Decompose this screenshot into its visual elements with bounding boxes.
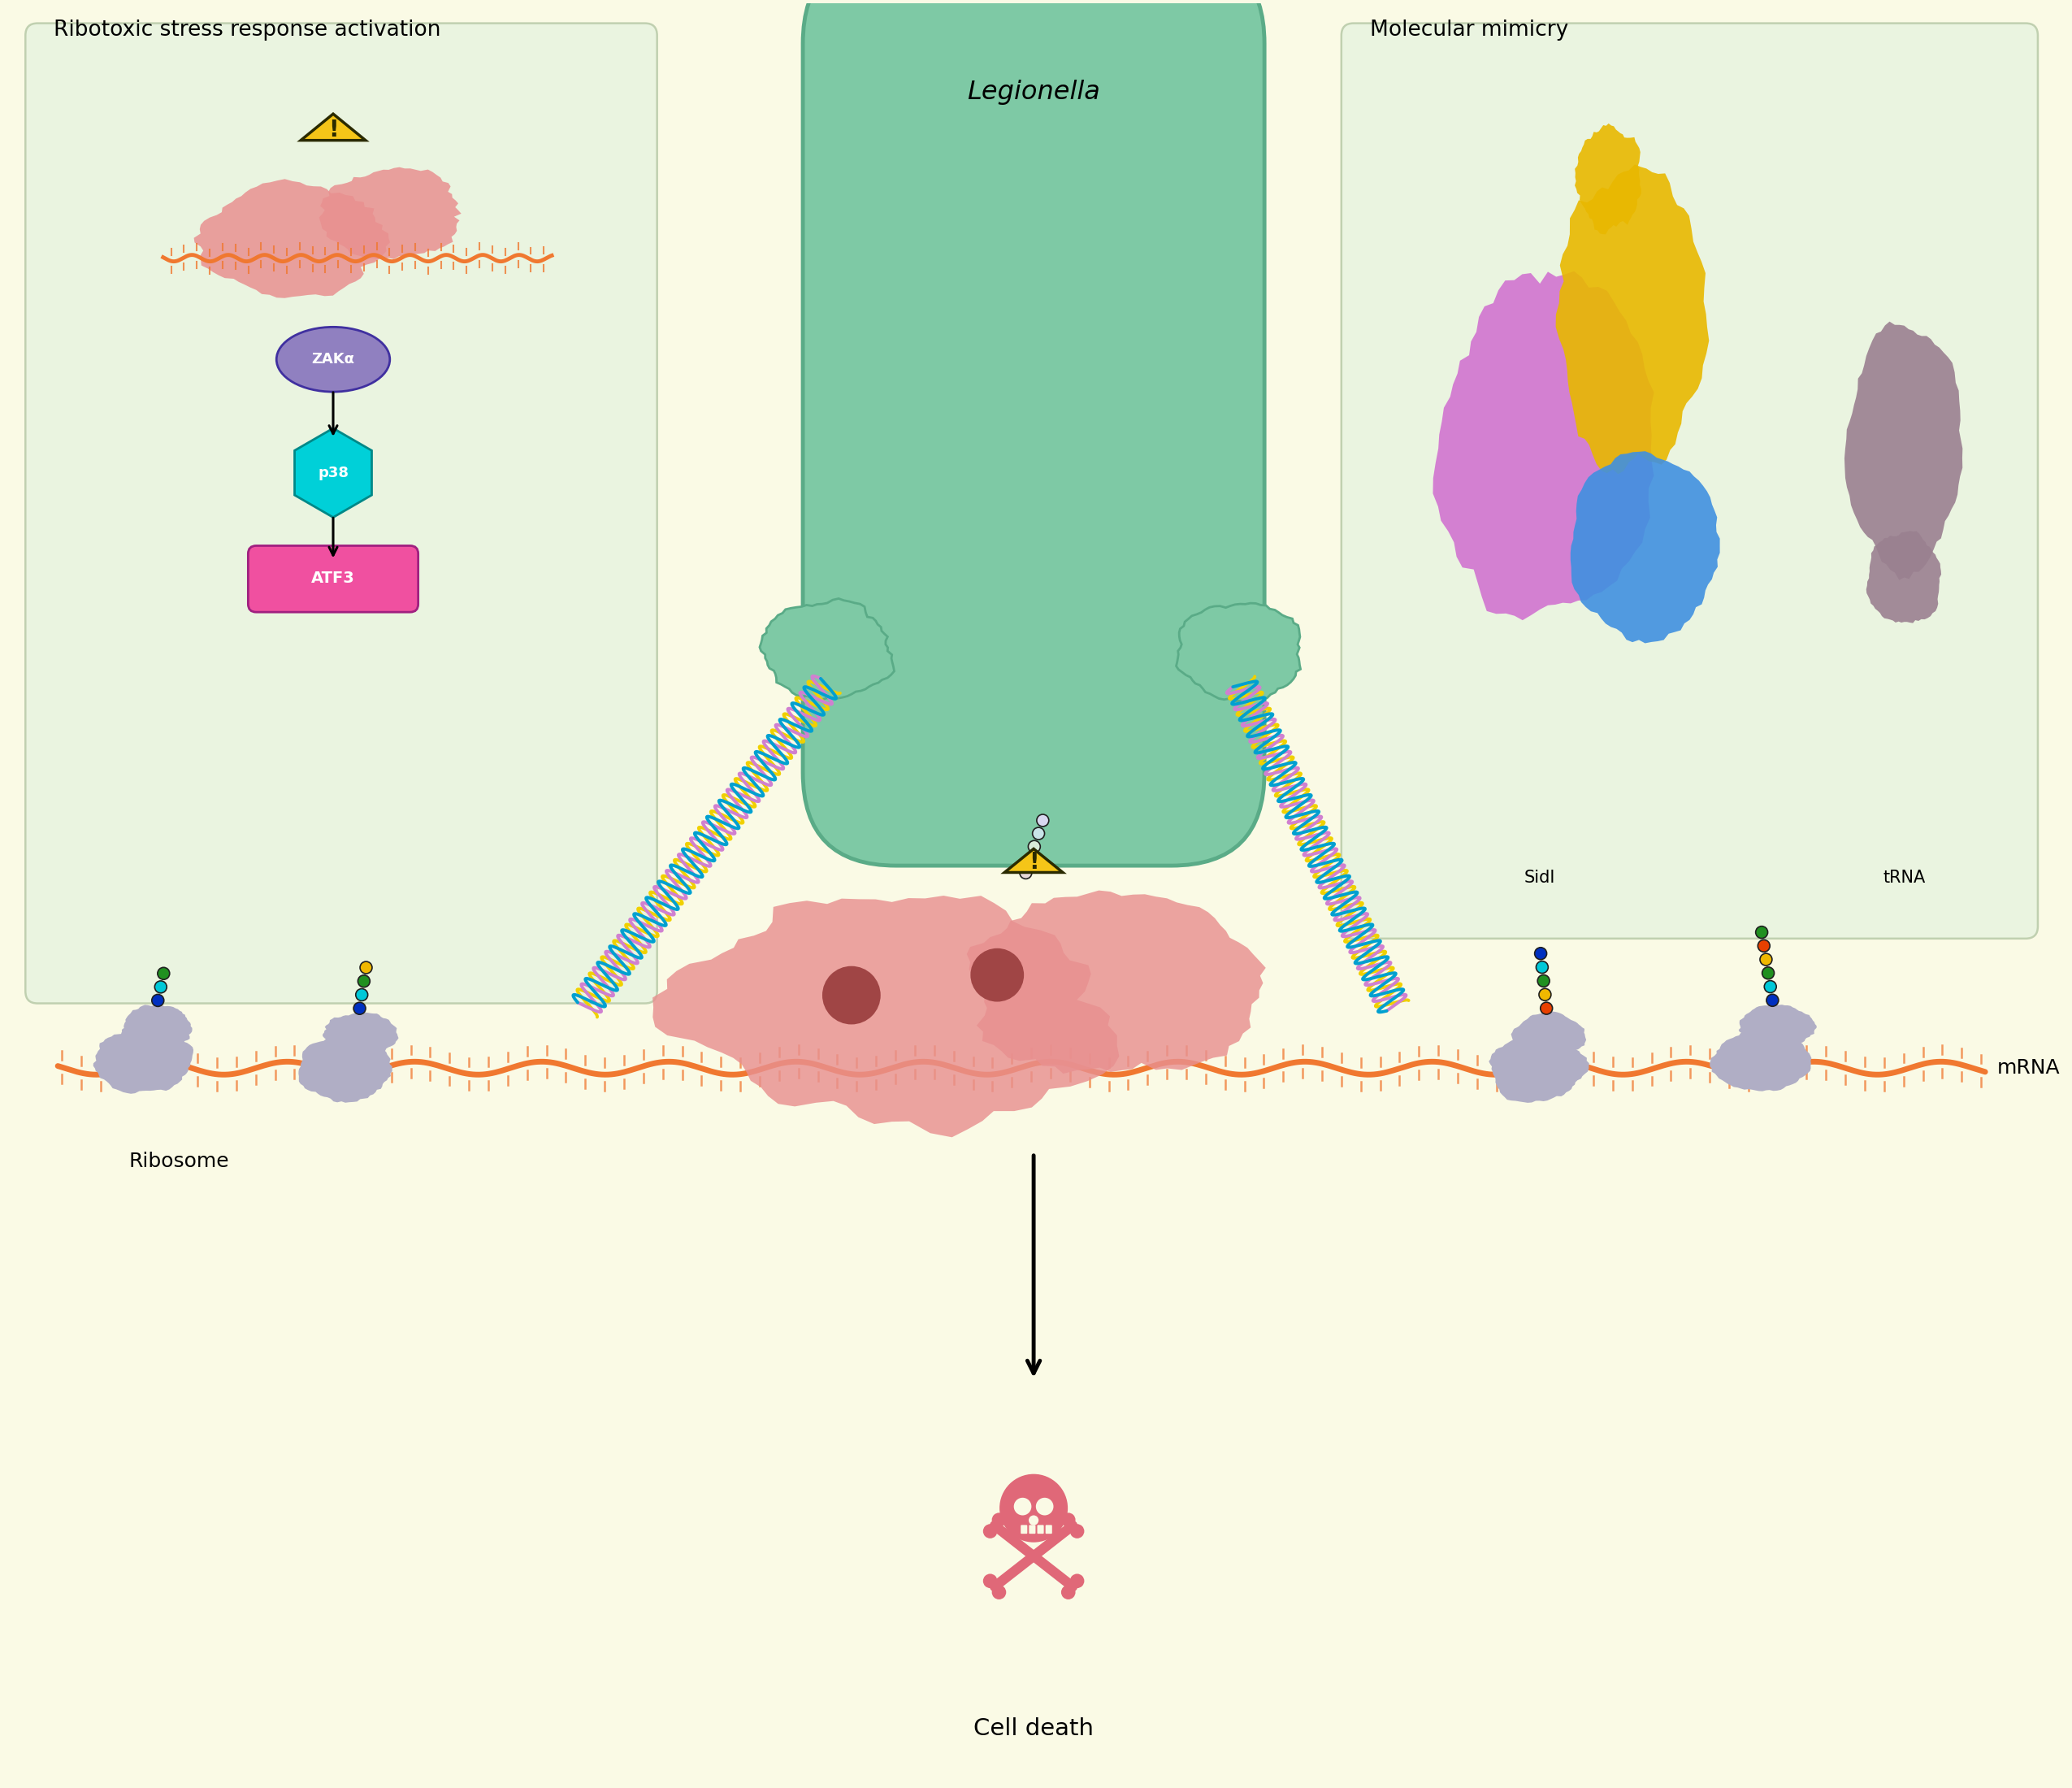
- Circle shape: [1763, 980, 1776, 992]
- Polygon shape: [300, 114, 365, 139]
- Text: ZAKα: ZAKα: [311, 352, 354, 367]
- Polygon shape: [1510, 1012, 1587, 1060]
- FancyBboxPatch shape: [249, 545, 419, 611]
- Circle shape: [982, 1523, 997, 1538]
- Circle shape: [992, 1513, 1007, 1527]
- Circle shape: [155, 982, 166, 992]
- Polygon shape: [1844, 322, 1962, 579]
- Polygon shape: [298, 1037, 392, 1103]
- Polygon shape: [1867, 531, 1941, 622]
- Text: Cell death: Cell death: [974, 1716, 1094, 1740]
- Circle shape: [1024, 853, 1036, 865]
- Text: !: !: [1028, 851, 1038, 873]
- Polygon shape: [323, 1012, 398, 1058]
- Text: tRNA: tRNA: [1883, 869, 1925, 885]
- FancyBboxPatch shape: [25, 23, 657, 1003]
- Circle shape: [361, 962, 373, 974]
- Text: Ribotoxic stress response activation: Ribotoxic stress response activation: [54, 20, 441, 41]
- Circle shape: [1032, 828, 1044, 840]
- Polygon shape: [195, 179, 390, 299]
- Polygon shape: [93, 1026, 193, 1094]
- FancyBboxPatch shape: [1030, 1525, 1036, 1534]
- Circle shape: [1535, 962, 1548, 973]
- Text: SidI: SidI: [1525, 869, 1556, 885]
- Circle shape: [1069, 1523, 1084, 1538]
- FancyBboxPatch shape: [1021, 1525, 1028, 1534]
- Circle shape: [1019, 867, 1032, 880]
- Circle shape: [1539, 1003, 1552, 1014]
- Circle shape: [151, 994, 164, 1007]
- Polygon shape: [1709, 1026, 1811, 1091]
- Polygon shape: [1738, 1005, 1817, 1051]
- Circle shape: [992, 1586, 1007, 1600]
- Circle shape: [1013, 1498, 1032, 1514]
- Polygon shape: [1005, 849, 1063, 873]
- Circle shape: [354, 1003, 365, 1014]
- FancyBboxPatch shape: [802, 0, 1264, 865]
- Polygon shape: [760, 599, 895, 699]
- Polygon shape: [1575, 123, 1641, 234]
- Circle shape: [1535, 948, 1546, 960]
- Circle shape: [1036, 1498, 1053, 1514]
- Circle shape: [358, 974, 371, 987]
- Circle shape: [970, 948, 1024, 1001]
- Polygon shape: [968, 890, 1266, 1073]
- Polygon shape: [653, 896, 1119, 1137]
- Polygon shape: [294, 429, 371, 517]
- Text: ATF3: ATF3: [311, 570, 354, 586]
- Polygon shape: [1571, 451, 1720, 644]
- Circle shape: [1537, 974, 1550, 987]
- Text: !: !: [327, 118, 338, 141]
- Circle shape: [1028, 1514, 1038, 1525]
- Polygon shape: [319, 166, 462, 259]
- Text: Molecular mimicry: Molecular mimicry: [1370, 20, 1569, 41]
- Circle shape: [1539, 989, 1552, 1001]
- Ellipse shape: [276, 327, 390, 392]
- Text: Legionella: Legionella: [968, 79, 1100, 105]
- Circle shape: [1755, 926, 1767, 939]
- FancyBboxPatch shape: [1046, 1525, 1053, 1534]
- Circle shape: [1757, 940, 1769, 951]
- Polygon shape: [120, 1005, 193, 1050]
- Circle shape: [1761, 967, 1774, 980]
- FancyBboxPatch shape: [1011, 1507, 1055, 1536]
- Text: p38: p38: [317, 465, 348, 481]
- Circle shape: [157, 967, 170, 980]
- Circle shape: [1036, 814, 1048, 826]
- Polygon shape: [1556, 164, 1709, 474]
- FancyBboxPatch shape: [1341, 23, 2039, 939]
- FancyBboxPatch shape: [1038, 1525, 1044, 1534]
- Polygon shape: [1177, 603, 1301, 703]
- Circle shape: [1069, 1573, 1084, 1588]
- Circle shape: [356, 989, 369, 1001]
- Polygon shape: [1490, 1035, 1589, 1103]
- Polygon shape: [1434, 272, 1653, 620]
- Circle shape: [1759, 953, 1772, 966]
- Circle shape: [999, 1473, 1067, 1543]
- Circle shape: [1028, 840, 1040, 853]
- Circle shape: [1061, 1586, 1075, 1600]
- Text: mRNA: mRNA: [1997, 1058, 2060, 1078]
- Text: Ribosome: Ribosome: [128, 1151, 230, 1171]
- Circle shape: [982, 1573, 997, 1588]
- Circle shape: [1767, 994, 1778, 1007]
- Circle shape: [1061, 1513, 1075, 1527]
- Circle shape: [823, 966, 881, 1025]
